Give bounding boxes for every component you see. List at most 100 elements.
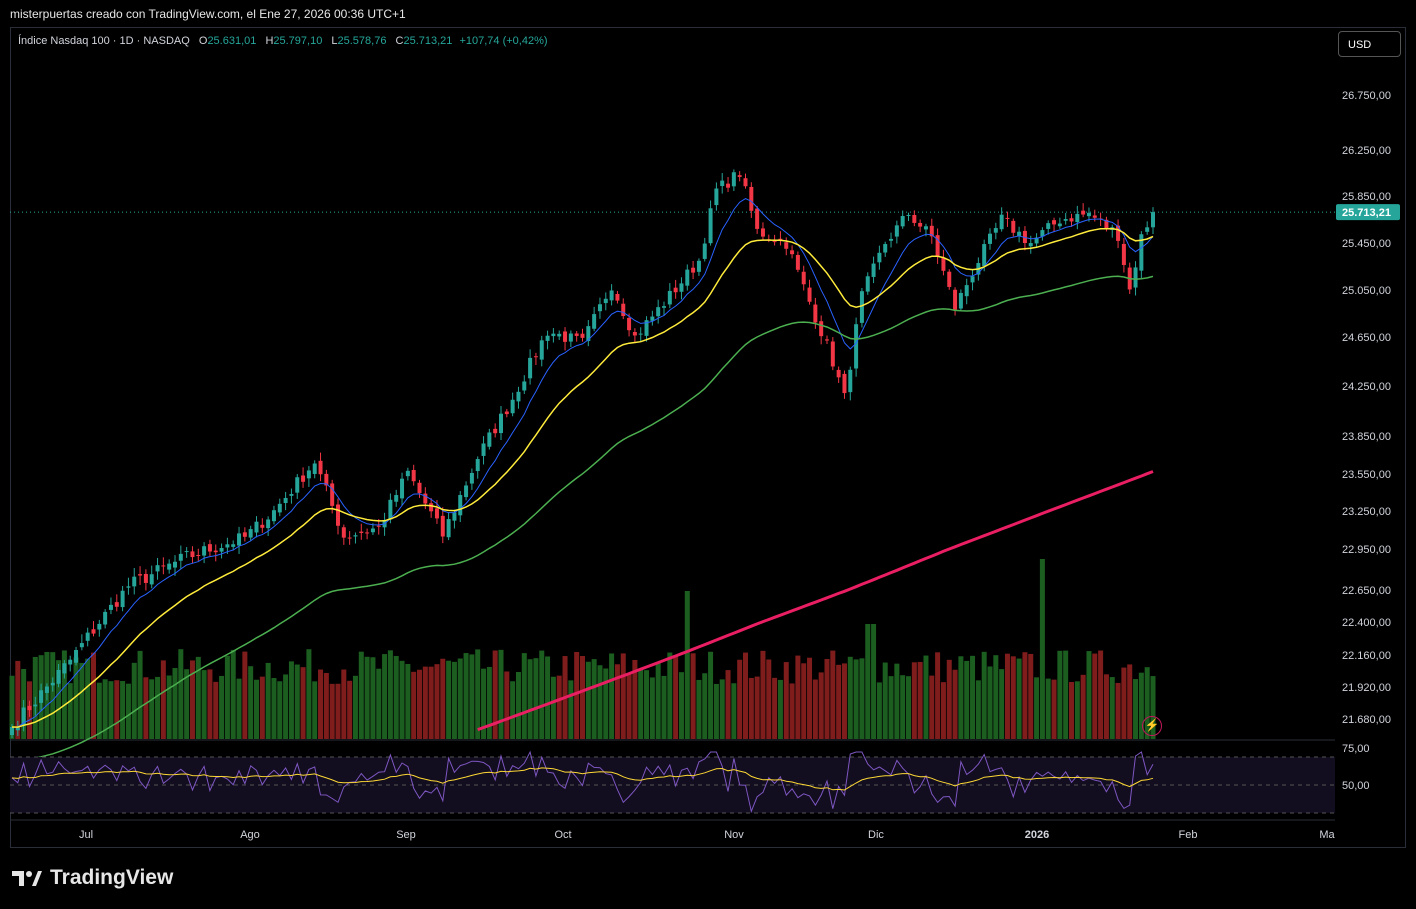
volume-bar [766,659,772,739]
volume-bar [248,666,254,739]
volume-bar [271,678,277,739]
volume-bar [1098,650,1104,739]
candle-body [580,333,585,338]
candle-body [504,411,509,415]
volume-bar [283,674,289,739]
candle-body [714,188,719,206]
candle-body [411,469,416,482]
volume-bar [1010,656,1016,739]
candle-body [586,326,591,342]
volume-bar [504,671,510,739]
candle-body [801,271,806,285]
volume-bar [15,660,21,739]
candle-body [388,499,393,520]
volume-bar [300,667,306,739]
candle-body [790,250,795,255]
footer-brand: TradingView [12,866,173,890]
candle-body [27,705,32,711]
candle-body [440,515,445,537]
candle-body [1046,223,1051,229]
candle-body [632,332,637,336]
volume-bar [1103,674,1109,739]
candle-body [784,242,789,249]
candle-body [1086,212,1091,217]
volume-bar [67,683,73,739]
volume-bar [399,660,405,739]
candle-body [336,504,340,526]
chart-caption: misterpuertas creado con TradingView.com… [10,7,406,21]
brand-name: TradingView [50,866,174,889]
volume-bar [178,649,184,739]
volume-bar [469,654,475,739]
volume-bar [341,669,347,739]
volume-bar [411,671,417,739]
candle-body [551,333,556,337]
volume-bar [882,662,888,739]
chart-frame [10,27,1406,848]
candle-body [1151,212,1155,228]
candle-body [493,428,498,434]
currency-button[interactable]: USD [1338,31,1401,57]
volume-bar [981,651,987,739]
ema-200-line [477,470,1154,732]
candle-body [1075,213,1080,223]
candle-body [615,293,620,301]
candle-body [522,381,527,391]
volume-bar [830,650,836,739]
candle-body [97,623,102,630]
candle-body [429,503,434,512]
candle-body [50,682,55,686]
candle-body [958,292,963,309]
volume-bar [632,659,638,739]
volume-bar [265,662,271,739]
volume-bar [603,668,609,739]
volume-bar [155,676,161,739]
volume-bar [91,652,96,739]
candle-body [353,535,358,537]
volume-bar [73,657,79,739]
candle-body [1022,230,1027,244]
ema-long-line [11,275,1154,762]
y-tick-label: 25.450,00 [1342,238,1391,250]
lightning-icon[interactable]: ⚡ [1142,716,1162,736]
y-tick-label: 22.650,00 [1342,585,1391,597]
candles [10,169,1155,738]
candle-body [56,669,61,684]
volume-bar [318,669,324,739]
volume-bar [614,664,620,739]
candle-body [481,443,486,456]
volume-bar [818,672,824,739]
x-tick-label: Ago [240,829,260,841]
volume-bar [970,655,976,739]
symbol-name: Índice Nasdaq 100 · 1D · NASDAQ [18,35,190,47]
candle-body [231,544,236,547]
candle-body [894,225,899,237]
high-value: 25.797,10 [273,35,323,47]
volume-bar [1028,653,1034,739]
candle-body [760,228,765,237]
candle-body [271,510,276,522]
volume-bar [847,656,853,739]
candle-body [370,528,375,533]
candle-body [1121,243,1126,265]
volume-bar [352,675,358,739]
candle-body [923,226,928,230]
candle-body [708,208,713,244]
candle-body [91,629,96,634]
candle-body [173,561,177,568]
candle-body [312,463,317,474]
candle-body [1057,223,1062,227]
candle-body [161,565,166,567]
candle-body [103,611,108,625]
candle-body [755,208,760,229]
volume-bar [446,660,452,739]
volume-bar [131,662,137,739]
candle-body [656,307,661,317]
candle-body [609,290,614,301]
volume-bar [795,655,801,739]
volume-bar [865,624,871,739]
volume-bar [224,655,230,739]
volume-bar [312,681,318,739]
candle-body [324,473,329,486]
